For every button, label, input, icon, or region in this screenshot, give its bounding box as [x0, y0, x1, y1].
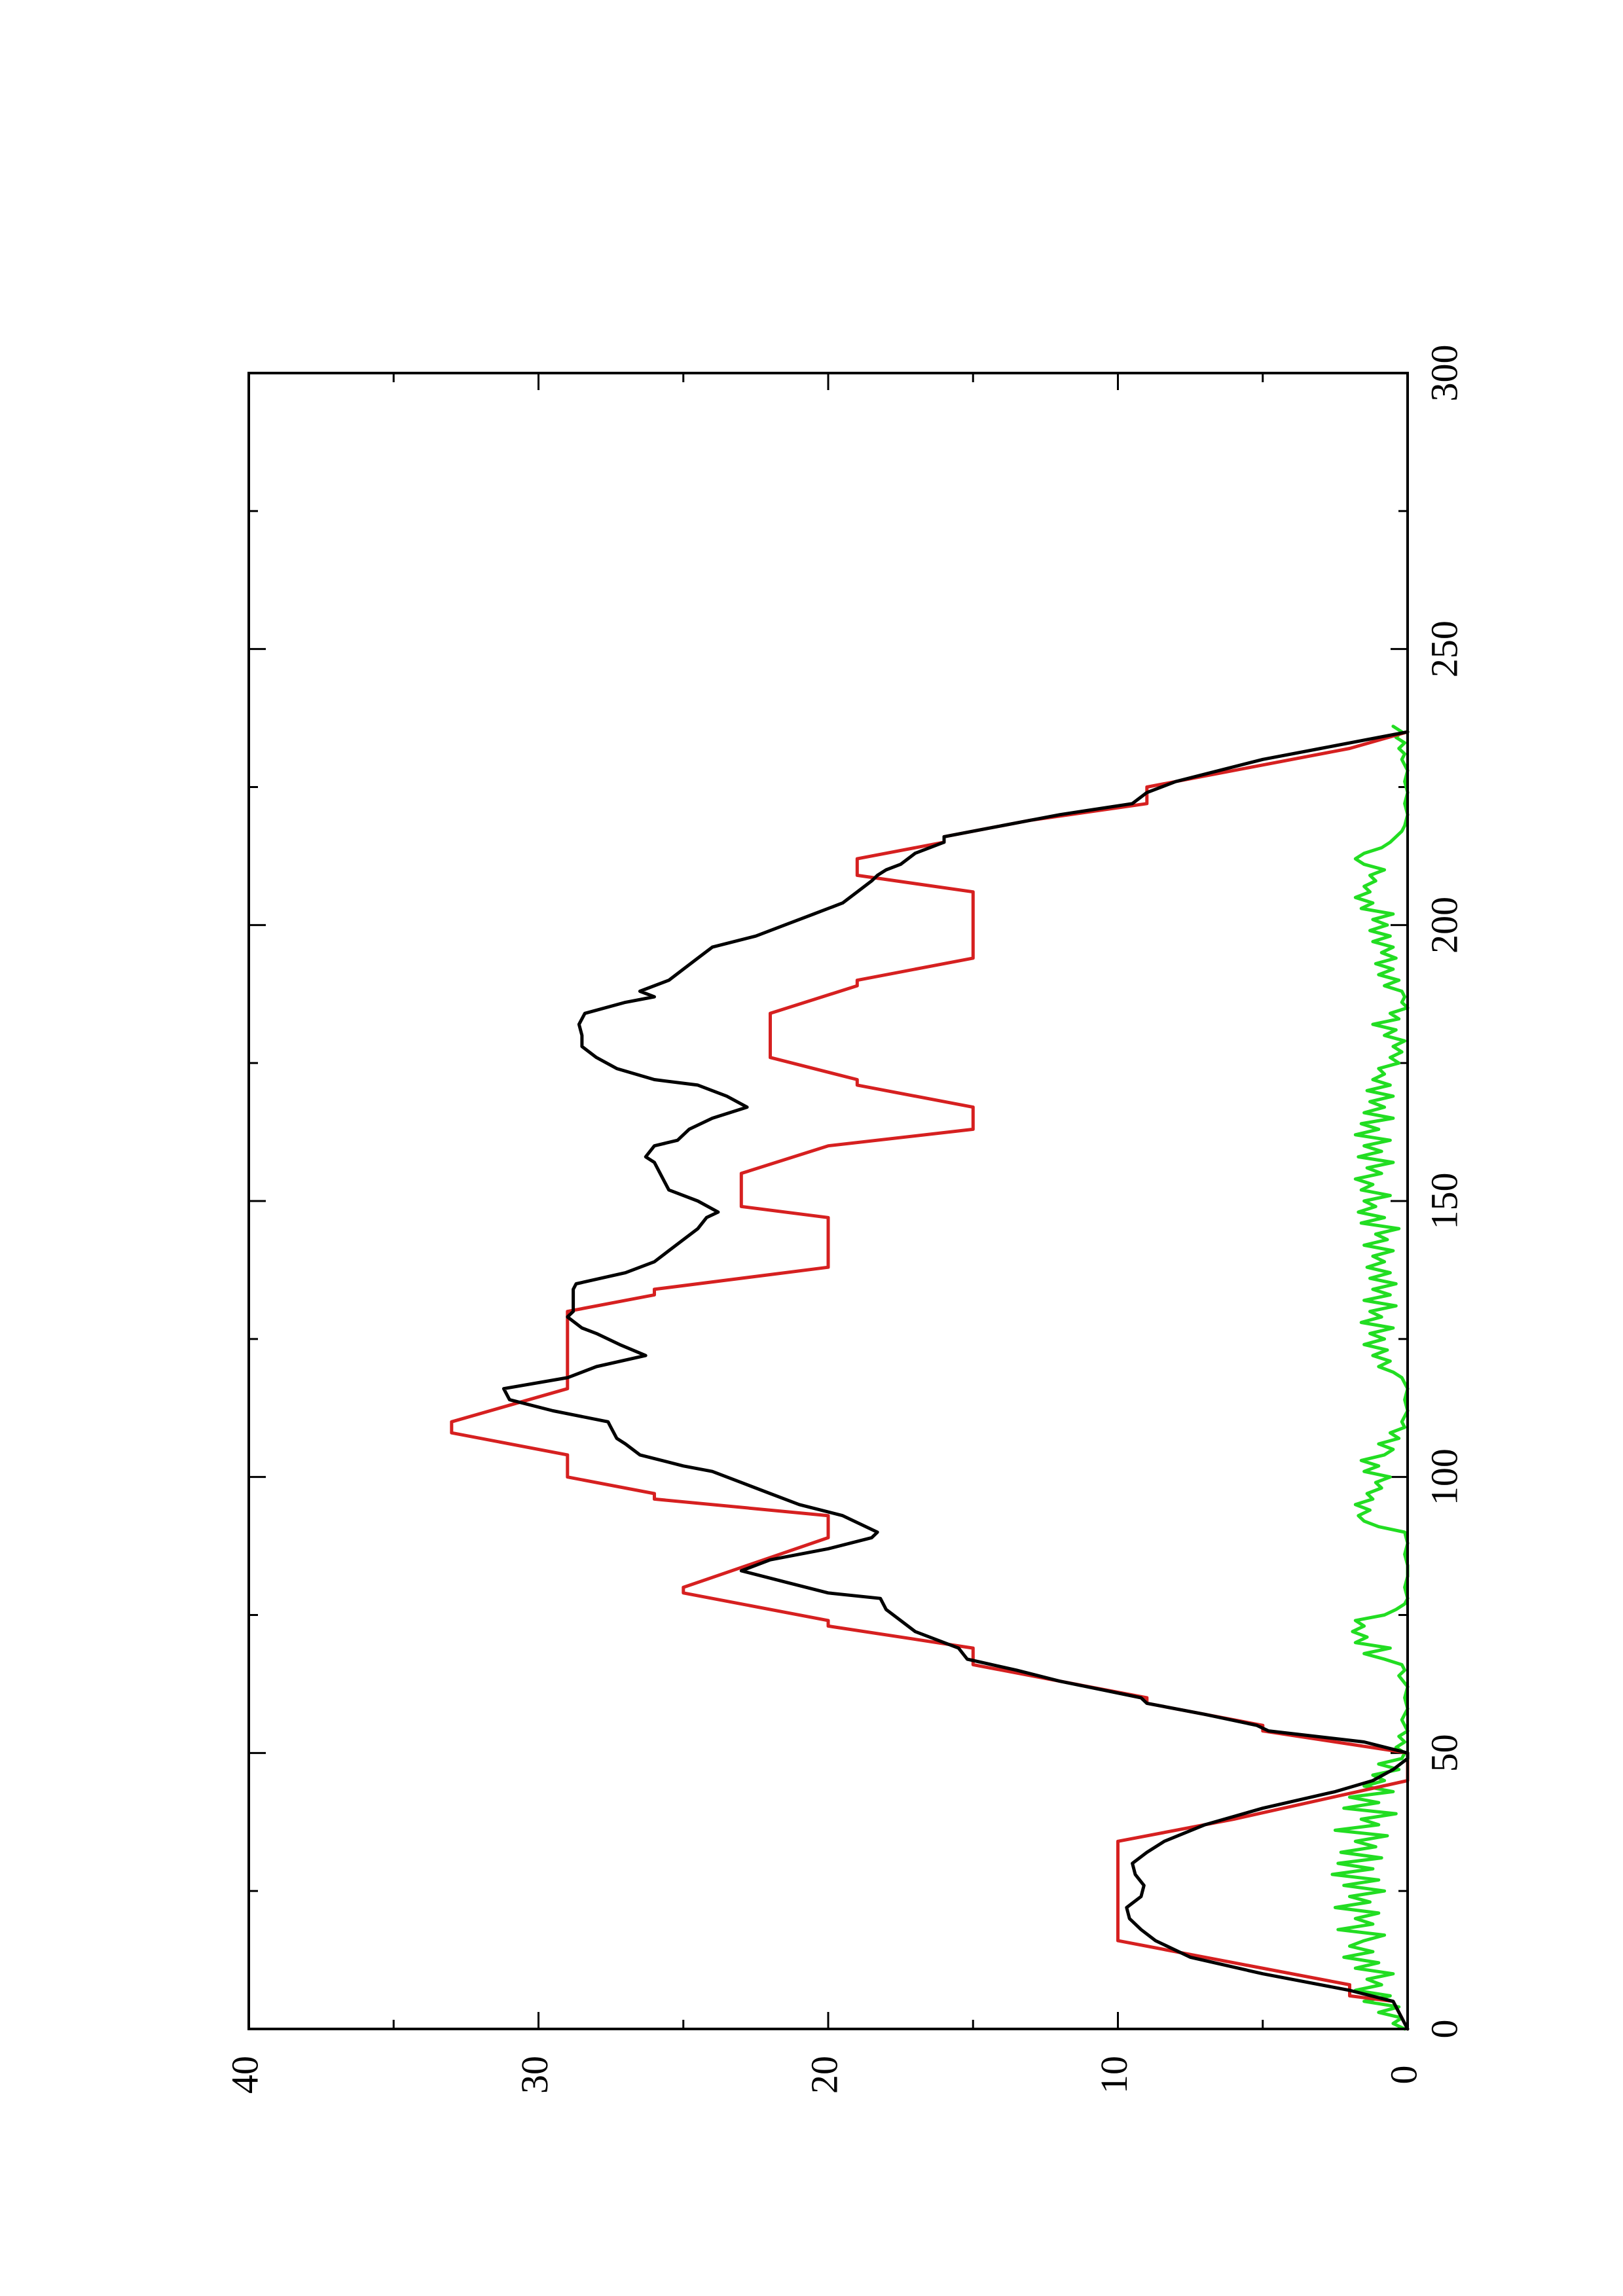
axis-ticks — [247, 372, 1409, 2030]
series-line-green — [1330, 725, 1410, 2031]
x-tick-label: 150 — [1423, 1173, 1465, 1230]
y-tick-label: 10 — [1093, 2056, 1135, 2094]
y-tick-label: 30 — [513, 2056, 556, 2094]
y-tick-label: 20 — [803, 2056, 845, 2094]
series-line-red — [450, 730, 1410, 2031]
series-line-black — [501, 730, 1410, 2031]
series-layer — [450, 725, 1410, 2031]
x-tick-label: 100 — [1423, 1448, 1465, 1505]
x-tick-label: 50 — [1423, 1734, 1465, 1772]
y-tick-label: 40 — [223, 2056, 266, 2094]
tick-labels: 0 50 100 150 200 250 300 0 10 20 30 40 — [223, 345, 1465, 2094]
y-tick-label: 0 — [1382, 2066, 1425, 2085]
x-tick-label: 250 — [1423, 620, 1465, 677]
x-tick-label: 300 — [1423, 345, 1465, 402]
x-tick-label: 200 — [1423, 897, 1465, 954]
plot-frame — [247, 372, 1409, 2030]
x-tick-label: 0 — [1423, 2020, 1465, 2039]
